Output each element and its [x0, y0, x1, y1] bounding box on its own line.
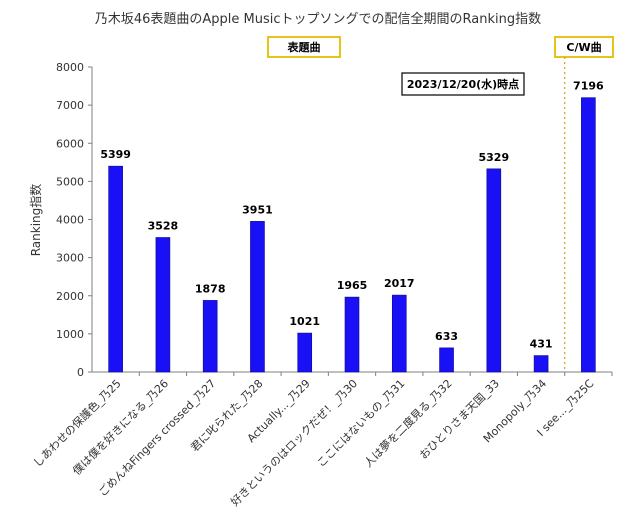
chart-title: 乃木坂46表題曲のApple Musicトップソングでの配信全期間のRankin… [95, 11, 541, 27]
data-label: 5329 [479, 151, 510, 164]
category-label: ここにはないもの_乃31 [314, 377, 407, 470]
group-cw-label: C/W曲 [566, 40, 601, 54]
y-tick-label: 7000 [56, 99, 84, 112]
bar [155, 237, 171, 373]
bar [202, 300, 218, 373]
bars: 5399 3528 1878 3951 1021 1965 2017 633 5329 431 71… [100, 80, 604, 373]
bar [344, 296, 360, 373]
data-label: 7196 [573, 80, 604, 93]
group-main-box [267, 36, 341, 58]
y-tick-label: 3000 [56, 252, 84, 265]
date-note: 2023/12/20(水)時点 [407, 77, 519, 91]
y-tick-label: 6000 [56, 137, 84, 150]
data-label: 633 [435, 330, 458, 343]
data-label: 1965 [337, 279, 368, 292]
data-label: 1878 [195, 282, 226, 295]
bar [391, 294, 407, 373]
y-axis-label: Ranking指数 [28, 184, 43, 257]
bar [581, 97, 596, 373]
y-tick-label: 4000 [56, 214, 84, 227]
group-cw-box [554, 36, 614, 58]
y-tick-label: 8000 [56, 61, 84, 74]
data-label: 1021 [289, 315, 320, 328]
y-tick-label: 1000 [56, 328, 84, 341]
category-label: しあわせの保護色_乃25 [30, 376, 124, 470]
bar [533, 355, 549, 373]
bar [250, 221, 265, 373]
category-label: おひとりさま天国_33 [417, 377, 502, 462]
bar [486, 168, 502, 373]
y-tick-label: 5000 [56, 175, 84, 188]
y-tick-label: 0 [77, 366, 84, 379]
data-label: 3528 [148, 219, 179, 232]
bar [439, 347, 454, 373]
data-label: 431 [530, 338, 553, 351]
data-label: 3951 [242, 203, 273, 216]
bar [108, 165, 123, 373]
data-label: 2017 [384, 277, 415, 290]
y-tick-label: 2000 [56, 290, 84, 303]
category-label: 僕は僕を好きになる_乃26 [70, 376, 171, 477]
date-note-box [401, 72, 525, 96]
bar [297, 332, 313, 373]
category-label: 人は夢を二度見る_乃32 [361, 376, 455, 470]
group-main-label: 表題曲 [287, 40, 321, 54]
data-label: 5399 [100, 148, 131, 161]
